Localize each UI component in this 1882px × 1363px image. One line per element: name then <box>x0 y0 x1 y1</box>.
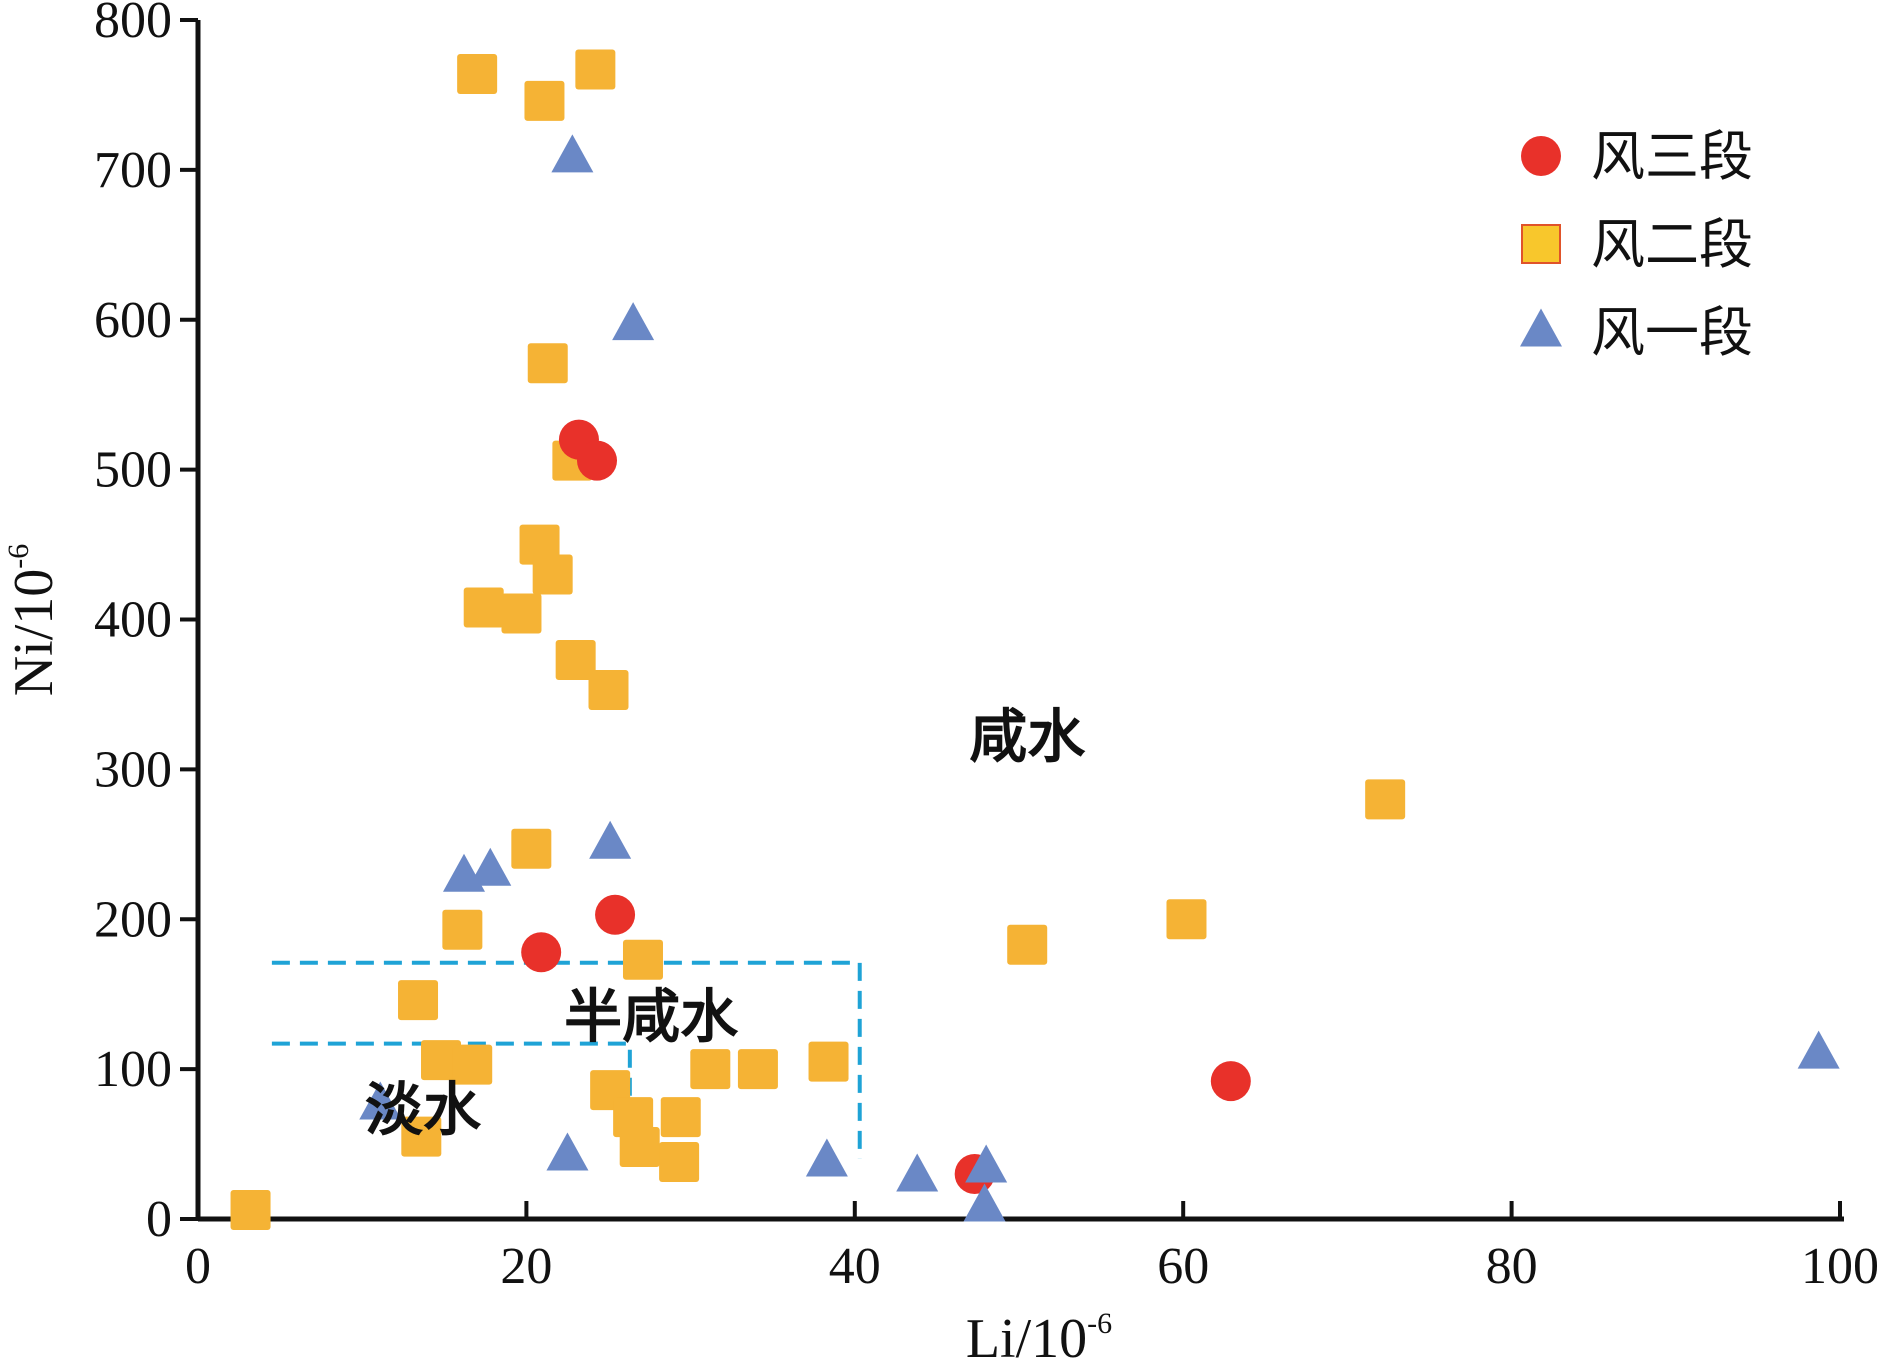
point-square <box>588 669 629 710</box>
point-square <box>555 639 596 680</box>
point-triangle <box>589 820 632 859</box>
legend-marker-circle <box>1521 136 1561 176</box>
point-square <box>659 1142 700 1183</box>
legend-label: 风三段 <box>1591 125 1753 188</box>
point-square <box>808 1041 849 1082</box>
y-tick-label: 700 <box>94 142 172 199</box>
y-tick-label: 800 <box>94 0 172 49</box>
point-square <box>1007 924 1048 965</box>
x-tick-label: 0 <box>185 1238 211 1295</box>
legend-marker-square <box>1521 224 1561 264</box>
point-circle <box>521 932 562 973</box>
point-circle <box>595 894 636 935</box>
point-square <box>527 343 568 384</box>
y-tick-label: 0 <box>146 1191 172 1248</box>
point-circle <box>1210 1061 1251 1102</box>
y-tick-label: 300 <box>94 741 172 798</box>
y-tick-label: 100 <box>94 1041 172 1098</box>
x-tick-label: 100 <box>1801 1238 1879 1295</box>
point-triangle <box>469 847 512 886</box>
point-triangle <box>359 1081 402 1120</box>
y-axis-title: Ni/10-6 <box>2 544 65 697</box>
y-tick-label: 500 <box>94 442 172 499</box>
legend-label: 风二段 <box>1591 213 1753 276</box>
point-square <box>463 587 504 628</box>
point-square <box>1166 899 1207 940</box>
axes <box>195 20 1844 1222</box>
point-square <box>511 828 552 869</box>
point-square <box>421 1040 462 1081</box>
x-tick-label: 40 <box>829 1238 881 1295</box>
region-label: 半咸水 <box>564 983 739 1051</box>
point-square <box>230 1190 271 1231</box>
point-square <box>524 80 565 121</box>
point-square <box>452 1044 493 1085</box>
point-square <box>619 1127 660 1168</box>
y-tick-label: 600 <box>94 292 172 349</box>
point-triangle <box>551 134 594 173</box>
point-square <box>401 1116 442 1157</box>
point-triangle <box>963 1183 1006 1222</box>
point-square <box>660 1097 701 1138</box>
data-points <box>230 49 1840 1231</box>
y-ticks: 0 100 200 300 400 500 600 700 800 <box>94 0 198 1248</box>
point-square <box>737 1049 778 1090</box>
point-triangle <box>965 1144 1008 1183</box>
point-triangle <box>896 1153 939 1192</box>
point-triangle <box>612 302 655 341</box>
y-tick-label: 400 <box>94 592 172 649</box>
point-square <box>398 980 439 1021</box>
point-square <box>501 593 542 634</box>
x-ticks: 0 20 40 60 80 100 <box>185 1201 1879 1295</box>
region-label: 咸水 <box>969 702 1086 770</box>
point-square <box>457 53 498 94</box>
legend-label: 风一段 <box>1591 301 1753 364</box>
y-tick-label: 200 <box>94 891 172 948</box>
point-square <box>690 1049 731 1090</box>
point-triangle <box>546 1132 589 1171</box>
legend-marker-triangle <box>1520 308 1562 347</box>
x-tick-label: 80 <box>1486 1238 1538 1295</box>
point-square <box>442 909 483 950</box>
point-triangle <box>1797 1030 1840 1069</box>
x-axis-title: Li/10-6 <box>966 1307 1112 1363</box>
point-circle <box>577 440 618 481</box>
point-square <box>532 554 573 595</box>
point-square <box>1365 779 1406 820</box>
point-square <box>575 49 616 90</box>
region-label: 淡水 <box>365 1076 482 1144</box>
point-square <box>622 939 663 980</box>
x-tick-label: 60 <box>1157 1238 1209 1295</box>
point-triangle <box>805 1138 848 1177</box>
x-tick-label: 20 <box>500 1238 552 1295</box>
